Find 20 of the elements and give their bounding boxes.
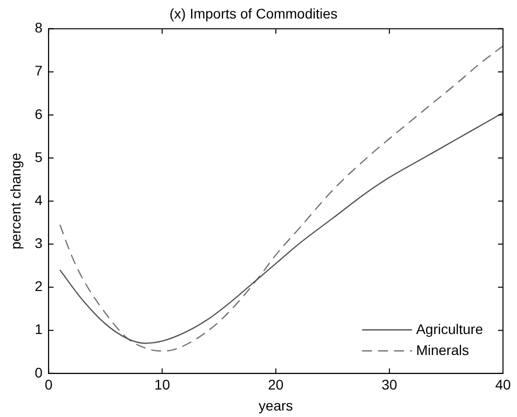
line-series (59, 112, 503, 344)
y-tick-label: 5 (34, 148, 43, 165)
y-axis-title: percent change (7, 152, 24, 250)
x-tick-label: 0 (44, 376, 53, 393)
chart-title: (x) Imports of Commodities (169, 5, 338, 22)
x-tick-label: 40 (495, 376, 511, 393)
y-tick-label: 0 (34, 364, 43, 380)
legend-label: Minerals (416, 342, 469, 358)
x-tick-label: 20 (268, 376, 284, 393)
y-tick-label: 8 (34, 20, 43, 36)
y-tick-label: 7 (34, 62, 43, 79)
y-tick-label: 1 (34, 321, 43, 338)
legend-label: Agriculture (416, 320, 484, 337)
y-tick-label: 2 (34, 278, 43, 294)
y-tick-label: 3 (34, 235, 43, 252)
x-axis-title: years (258, 397, 293, 414)
x-tick-label: 30 (382, 376, 398, 393)
x-tick-label: 10 (154, 376, 170, 393)
y-tick-label: 6 (34, 106, 43, 122)
y-tick-label: 4 (34, 192, 43, 208)
